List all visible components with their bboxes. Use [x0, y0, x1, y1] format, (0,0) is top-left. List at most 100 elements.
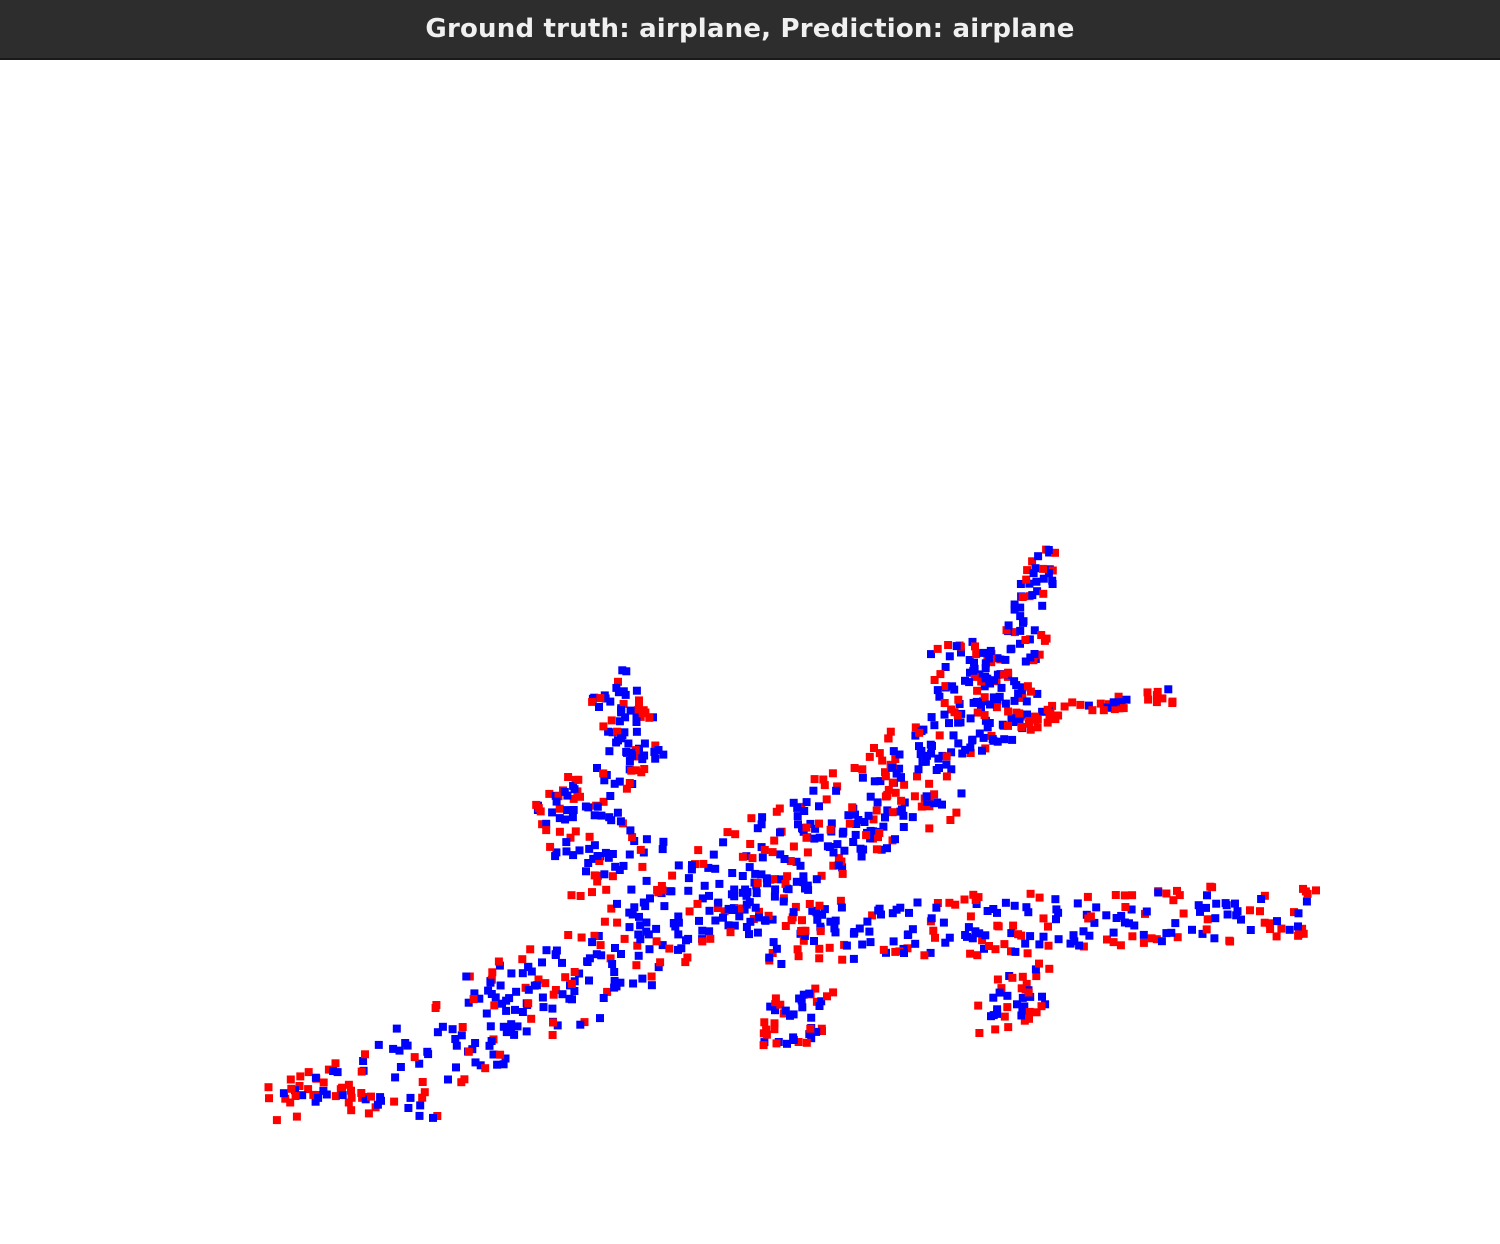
- point-87: [433, 1112, 442, 1120]
- point-578: [545, 789, 554, 798]
- point-717: [615, 717, 624, 726]
- point-73: [638, 974, 647, 983]
- point-935: [1154, 888, 1163, 897]
- point-1008: [1203, 915, 1212, 924]
- point-793: [1001, 655, 1010, 664]
- point-100: [539, 1003, 548, 1012]
- point-732: [1076, 700, 1085, 709]
- point-1073: [1139, 938, 1148, 947]
- point-136: [415, 1059, 424, 1068]
- point-945: [800, 932, 809, 940]
- point-544: [966, 749, 975, 757]
- point-1114: [1256, 907, 1264, 916]
- point-598: [584, 859, 593, 867]
- point-133: [568, 995, 576, 1004]
- point-345: [815, 819, 823, 828]
- point-1200: [1020, 1002, 1029, 1011]
- point-1087: [966, 949, 975, 958]
- point-1171: [770, 1025, 779, 1034]
- point-322: [730, 892, 739, 901]
- point-355: [802, 823, 811, 832]
- point-68: [770, 875, 779, 884]
- point-491: [942, 772, 951, 781]
- point-146: [812, 875, 821, 884]
- point-856: [945, 719, 953, 728]
- point-625: [616, 817, 625, 826]
- point-743: [1158, 694, 1167, 703]
- point-894: [981, 674, 990, 683]
- point-1216: [1000, 1012, 1009, 1021]
- point-1152: [762, 1025, 771, 1034]
- point-909: [799, 936, 808, 945]
- point-696: [631, 746, 640, 755]
- point-249: [850, 764, 859, 772]
- point-757: [1122, 695, 1131, 704]
- point-1108: [974, 893, 983, 902]
- point-373: [599, 994, 608, 1002]
- point-559: [1004, 721, 1012, 730]
- point-1138: [1157, 937, 1166, 946]
- point-107: [789, 842, 798, 851]
- point-83: [561, 973, 570, 982]
- point-1195: [995, 988, 1004, 997]
- point-409: [851, 810, 859, 819]
- point-640: [563, 791, 572, 800]
- point-967: [1007, 947, 1015, 956]
- point-514: [884, 734, 893, 743]
- point-437: [762, 874, 771, 883]
- point-539: [925, 779, 934, 788]
- title-bar[interactable]: Ground truth: airplane, Prediction: airp…: [0, 0, 1500, 60]
- point-210: [869, 815, 878, 824]
- point-201: [507, 969, 516, 978]
- point-374: [825, 843, 834, 851]
- point-1249: [311, 1073, 320, 1082]
- point-261: [524, 963, 533, 972]
- point-885: [984, 654, 993, 663]
- point-1167: [771, 1006, 779, 1015]
- point-819: [1019, 617, 1028, 626]
- point-231: [685, 907, 694, 916]
- point-602: [659, 837, 668, 846]
- point-263: [527, 967, 536, 976]
- point-699: [617, 706, 626, 715]
- point-594: [563, 806, 572, 815]
- point-1007: [1011, 947, 1020, 956]
- point-362: [469, 995, 478, 1004]
- point-774: [1016, 626, 1025, 635]
- point-1058: [863, 917, 872, 926]
- point-14: [658, 941, 667, 950]
- point-335: [724, 904, 733, 913]
- point-253: [482, 1009, 491, 1018]
- point-281: [281, 1094, 290, 1103]
- point-180: [738, 852, 747, 861]
- point-160: [714, 904, 722, 912]
- point-44: [485, 1041, 494, 1050]
- point-123: [700, 881, 709, 890]
- point-963: [1175, 891, 1184, 900]
- point-284: [438, 1022, 447, 1031]
- point-1143: [805, 1030, 814, 1039]
- point-280: [634, 951, 643, 960]
- viewer-canvas[interactable]: [0, 60, 1500, 1244]
- point-326: [645, 945, 654, 954]
- point-681: [604, 727, 613, 736]
- point-549: [888, 763, 897, 772]
- point-207: [395, 1046, 404, 1055]
- point-65: [699, 859, 708, 868]
- point-663: [590, 693, 599, 702]
- point-1247: [329, 1067, 338, 1075]
- point-744: [1096, 699, 1105, 708]
- point-831: [968, 637, 977, 646]
- point-980: [1014, 930, 1023, 939]
- point-897: [950, 708, 959, 717]
- point-1246: [304, 1068, 313, 1077]
- point-365: [838, 829, 847, 838]
- point-248: [683, 953, 692, 962]
- point-406: [833, 840, 842, 849]
- point-1172: [807, 1013, 816, 1022]
- point-806: [1044, 569, 1053, 578]
- point-28: [452, 1063, 460, 1072]
- point-456: [1018, 693, 1027, 702]
- point-515: [978, 746, 986, 755]
- point-357: [588, 938, 597, 947]
